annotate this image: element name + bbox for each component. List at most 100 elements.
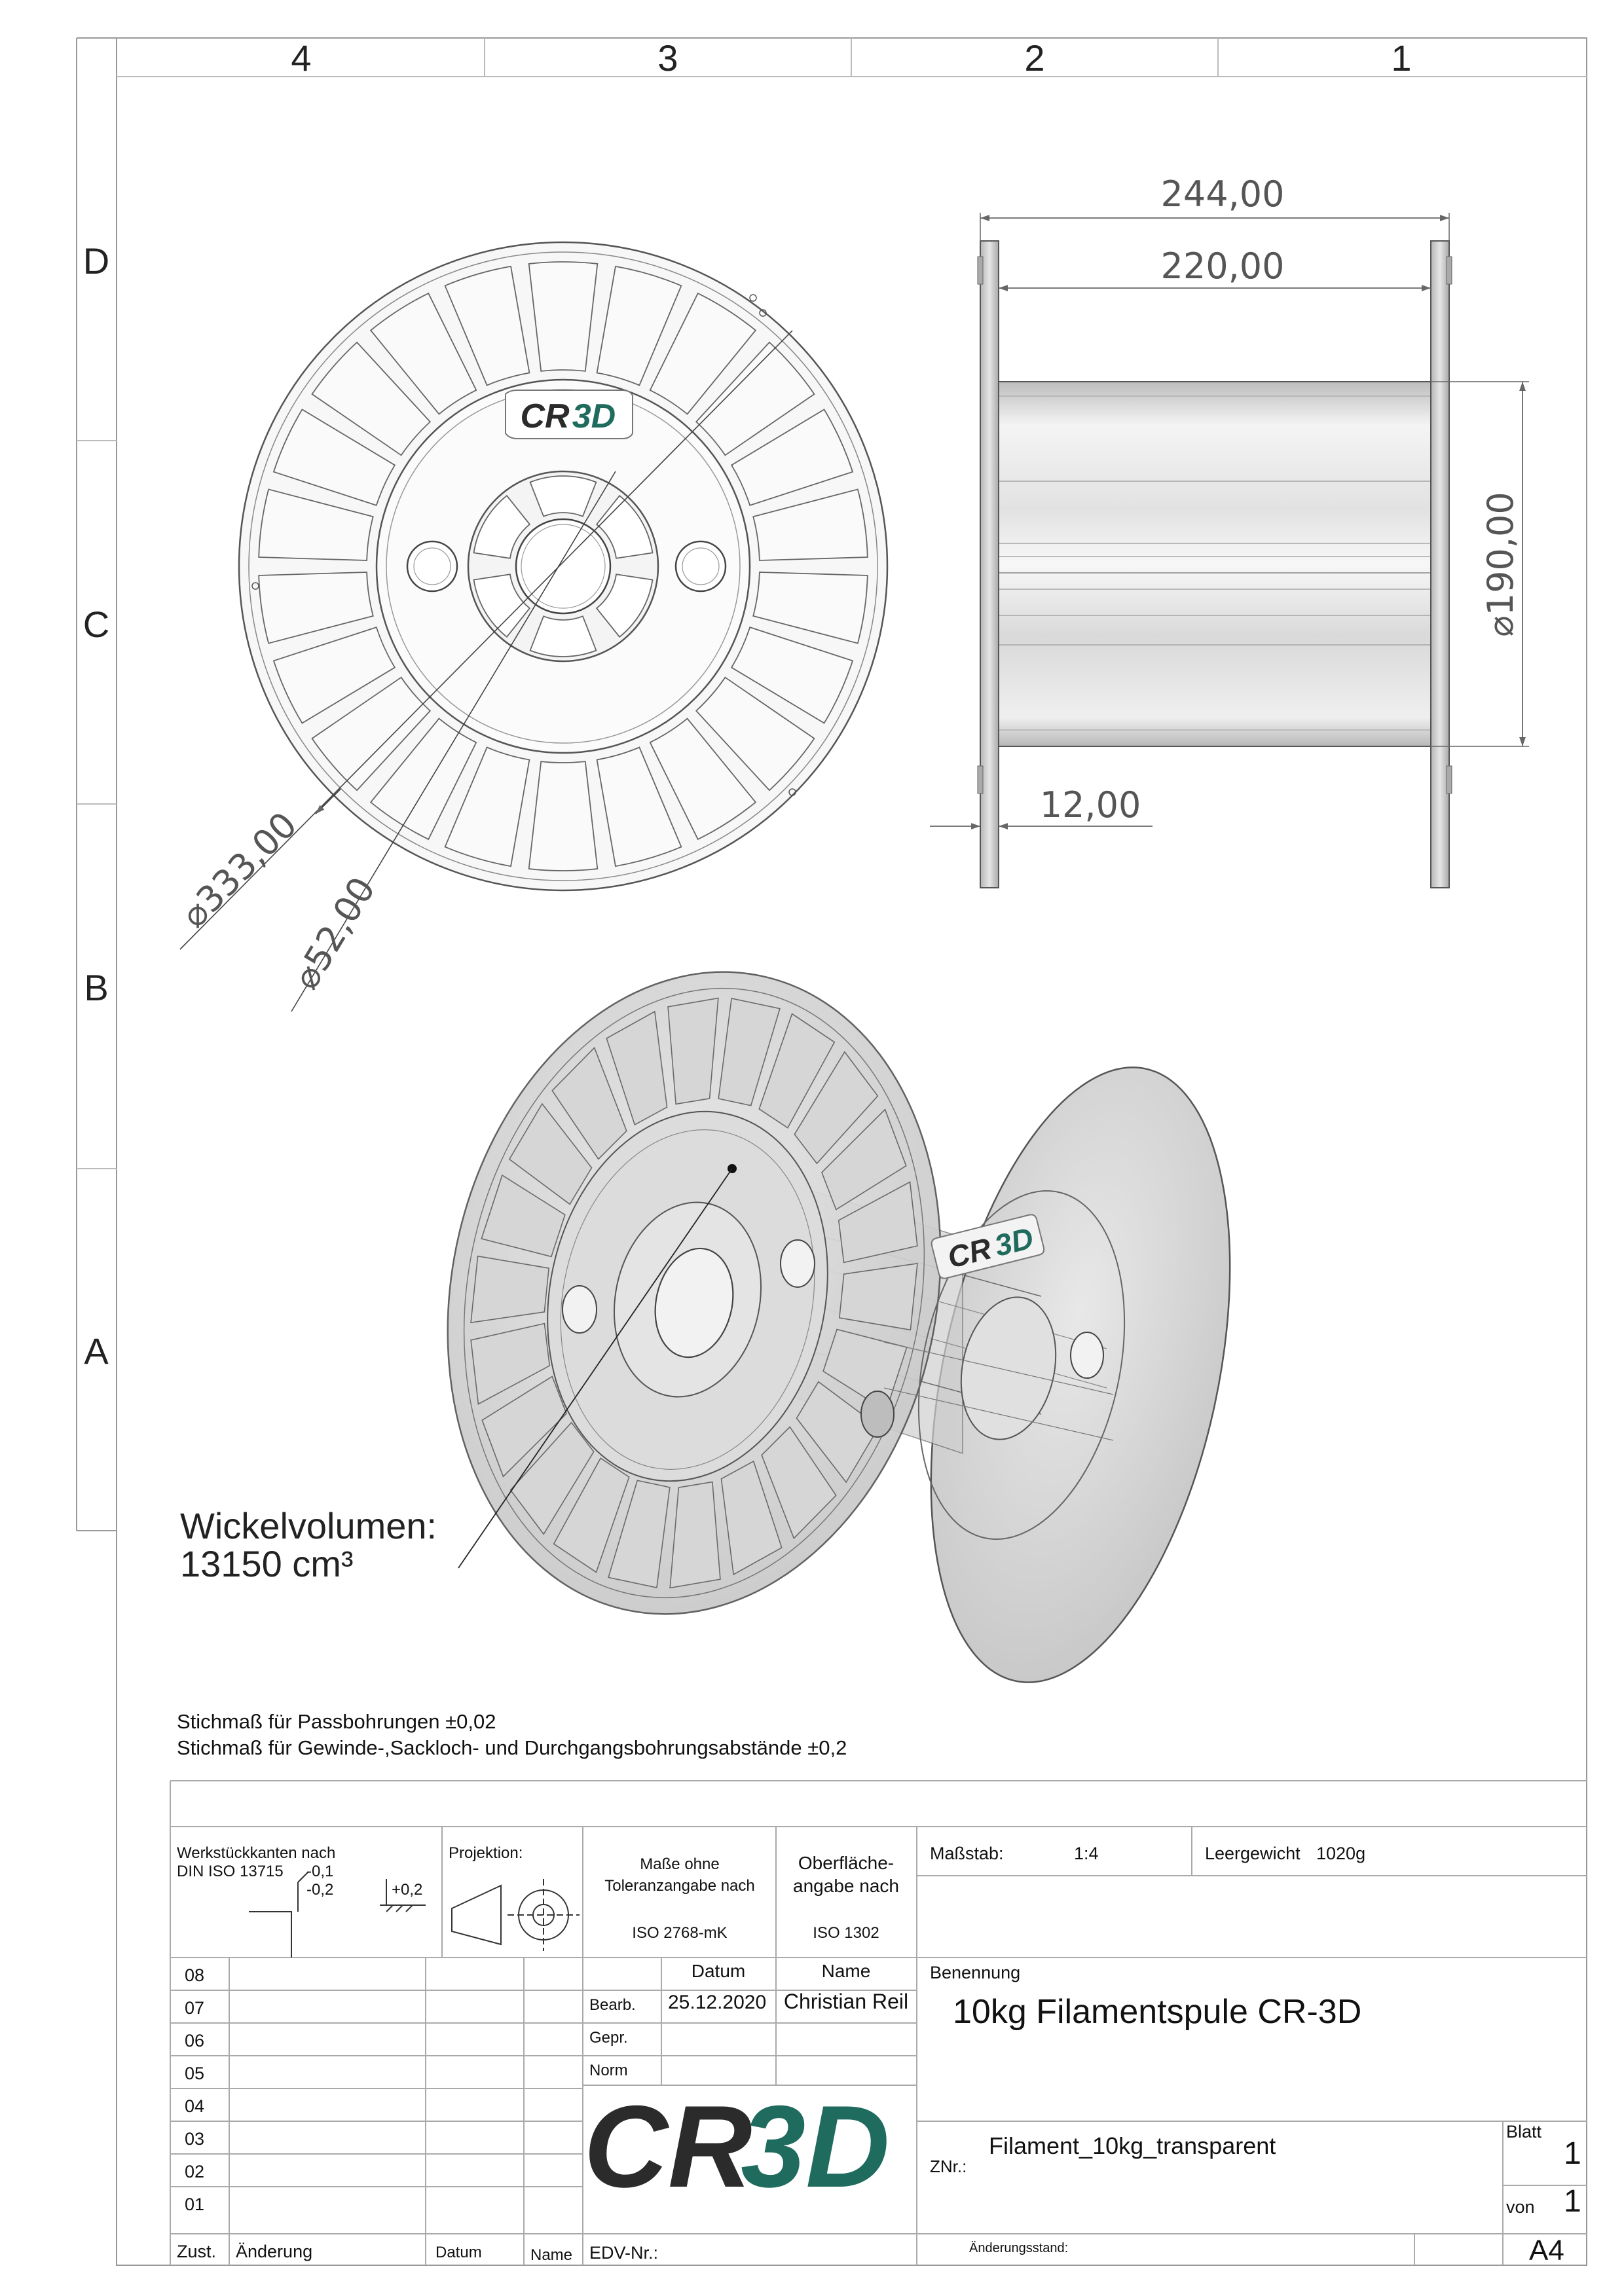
- edge-tolerance-2: -0,2: [306, 1881, 333, 1899]
- edge-symbol: [249, 1872, 426, 1958]
- iso-flange-window: [718, 997, 781, 1106]
- mounting-hole-right: [674, 540, 727, 592]
- projection-label: Projektion:: [449, 1844, 523, 1862]
- frame-row-A: A: [84, 1330, 109, 1372]
- isometric-view: CR 3D Wickelvolumen: 13150 cm³: [180, 971, 1231, 1683]
- flange-window: [444, 265, 530, 386]
- flange-window: [752, 488, 868, 561]
- znr-label: ZNr.:: [930, 2157, 967, 2176]
- revision-row-02: 02: [185, 2162, 204, 2181]
- svg-text:3D: 3D: [572, 397, 616, 435]
- flange-window: [311, 676, 432, 792]
- revision-row-05: 05: [185, 2064, 204, 2083]
- iso-flange-window: [761, 1426, 837, 1540]
- flange-window: [595, 494, 654, 559]
- flange-window: [649, 292, 757, 415]
- edges-title-1: Werkstückkanten nach: [177, 1844, 335, 1862]
- iso-flange-window: [794, 1051, 879, 1165]
- frame-row-C: C: [83, 604, 109, 645]
- flange-window: [596, 746, 682, 867]
- side-view: 244,00 220,00 ⌀190,00 12,00: [930, 173, 1529, 888]
- flange-window: [311, 341, 432, 456]
- bearb-label: Bearb.: [589, 1996, 636, 2014]
- flange-window: [695, 676, 815, 792]
- von-value: 1: [1564, 2184, 1581, 2219]
- iso-flange-window: [509, 1421, 595, 1535]
- company-cr3d-logo: CR 3D: [583, 2081, 889, 2212]
- iso-flange-window: [470, 1322, 551, 1405]
- mounting-hole-left: [406, 540, 458, 592]
- edges-title-2: DIN ISO 13715: [177, 1863, 284, 1880]
- bearb-date: 25.12.2020: [668, 1992, 766, 2013]
- iso-flange-window: [796, 1381, 880, 1484]
- right-flange: [1430, 240, 1450, 888]
- edge-tolerance-3: +0,2: [392, 1881, 422, 1899]
- surface-line-2: angabe nach: [793, 1876, 899, 1896]
- tolerance-line-3: ISO 2768-mK: [632, 1924, 727, 1942]
- iso-flange-window: [758, 1013, 836, 1129]
- edv-label: EDV-Nr.:: [589, 2243, 658, 2263]
- dim-overall-width: 244,00: [1161, 173, 1285, 215]
- dim-core-diameter: ⌀190,00: [1480, 492, 1521, 636]
- front-cr3d-logo: CR 3D: [505, 390, 633, 439]
- edge-tolerance-1: -0,1: [306, 1863, 333, 1880]
- surface-line-1: Oberfläche-: [798, 1853, 894, 1873]
- flange-window: [695, 341, 815, 456]
- title-block: [170, 1780, 1587, 2265]
- surface-line-3: ISO 1302: [813, 1924, 879, 1942]
- drawing-number: Filament_10kg_transparent: [989, 2132, 1276, 2159]
- iso-flange-window: [669, 1481, 721, 1589]
- flange-window: [730, 409, 854, 507]
- iso-flange-window: [551, 1046, 627, 1160]
- revision-row-08: 08: [185, 1965, 204, 1985]
- dim-flange-thickness: 12,00: [1040, 784, 1141, 826]
- frame-column-2: 2: [1024, 37, 1044, 79]
- revision-row-04: 04: [185, 2096, 204, 2116]
- iso-flange-window: [720, 1460, 783, 1576]
- weight-label: Leergewicht: [1205, 1844, 1301, 1863]
- flange-window: [649, 718, 757, 841]
- col-datum: Datum: [435, 2244, 482, 2261]
- left-flange: [980, 240, 999, 888]
- revision-row-03: 03: [185, 2129, 204, 2149]
- hub-segment-ring: [473, 475, 654, 657]
- frame-row-B: B: [84, 967, 108, 1008]
- revision-row-06: 06: [185, 2031, 204, 2050]
- benennung-label: Benennung: [930, 1963, 1020, 1982]
- iso-flange-window: [838, 1181, 918, 1264]
- bearb-name: Christian Reil: [784, 1990, 908, 2013]
- iso-flange-window: [606, 1010, 668, 1126]
- svg-text:3D: 3D: [741, 2081, 890, 2212]
- iso-flange-segments: [470, 997, 918, 1589]
- flange-window: [752, 572, 868, 644]
- revision-row-01: 01: [185, 2195, 204, 2214]
- blatt-value: 1: [1564, 2136, 1581, 2171]
- scale-label: Maßstab:: [930, 1844, 1004, 1863]
- frame-column-3: 3: [657, 37, 678, 79]
- core-cylinder: [998, 381, 1431, 747]
- iso-flange-window: [553, 1457, 630, 1573]
- blatt-label: Blatt: [1506, 2122, 1542, 2141]
- flange-window: [272, 409, 396, 507]
- von-label: von: [1506, 2197, 1535, 2217]
- flange-window: [258, 488, 374, 561]
- tolerance-line-1: Maße ohne: [640, 1855, 719, 1873]
- tolerance-note-1: Stichmaß für Passbohrungen ±0,02: [177, 1710, 496, 1733]
- flange-window: [473, 494, 531, 559]
- iso-flange-window: [470, 1255, 550, 1324]
- flange-window: [444, 746, 530, 867]
- projection-symbol: [451, 1879, 580, 1951]
- frame-column-4: 4: [291, 37, 311, 79]
- dim-inner-width: 220,00: [1161, 246, 1285, 287]
- frame-column-1: 1: [1391, 37, 1411, 79]
- flange-window: [272, 626, 396, 724]
- flange-window: [369, 292, 477, 415]
- aenderungsstand-label: Änderungsstand:: [969, 2241, 1068, 2255]
- col-name: Name: [530, 2246, 572, 2264]
- dim-hub-diameter: ⌀52,00: [285, 870, 383, 996]
- dim-outer-diameter: ⌀333,00: [174, 804, 305, 936]
- flange-segment-ring: [258, 261, 868, 871]
- frame-row-D: D: [83, 240, 109, 282]
- svg-text:CR: CR: [583, 2081, 752, 2212]
